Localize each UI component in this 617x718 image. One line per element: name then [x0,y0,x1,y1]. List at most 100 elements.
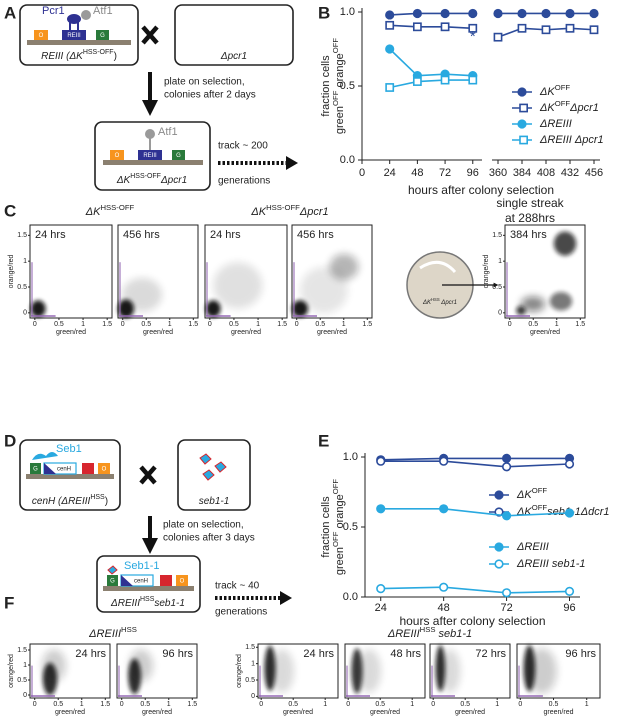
axis-smear [31,315,56,317]
strain-label: REIII (ΔKHSS-OFF) [41,49,117,61]
y-tick-label: 1.5 [492,232,502,239]
text-run: OFF [532,486,548,495]
text-run: REIII ( [41,51,71,62]
panel-label: A [4,3,16,22]
axis-smear [431,695,455,697]
protein-stem [69,22,79,30]
text-run: ) [105,496,108,507]
text-run: HSS-OFF [130,173,161,180]
text-run: OFF [331,38,340,54]
arrow-head [286,156,298,170]
x-tick-label: 1.5 [575,321,585,328]
x-axis-label: hours after colony selection [408,183,554,197]
x-tick-label: 0 [33,701,37,708]
axis-smear [259,695,283,697]
marker [439,504,449,514]
marker [564,508,575,518]
gene-mark [121,575,133,586]
y-axis-label: orange/red [236,654,243,688]
y-axis-label: orange/red [483,254,490,288]
track-text: generations [215,607,267,618]
y-axis-label: fraction cells [320,55,332,117]
legend-marker [494,490,504,500]
axis-smear [119,315,143,317]
x-tick-label: 0 [346,701,350,708]
text-run: HSS [121,625,137,634]
text-run: OFF [331,90,340,106]
y-axis-label: greenOFF orangeOFF [331,38,346,135]
marker [385,20,395,30]
text-run: ΔK [422,300,432,306]
legend-label: ΔKOFF [516,486,547,501]
x-axis-label: green/red [370,709,400,716]
text-run: seb1-1 [154,598,185,609]
annotation: 456 hrs [297,229,334,241]
x-tick-label: 0.5 [141,321,151,328]
gene [107,575,118,586]
panel-header: ΔKHSS-OFFΔpcr1 [250,203,328,218]
x-tick-label: 24 [375,602,387,614]
x-tick-label: 1 [80,701,84,708]
x-tick-label: 1.5 [362,321,372,328]
legend-marker [519,135,528,145]
marker [468,23,478,33]
axis-smear [206,262,208,317]
marker [517,23,527,33]
annotation: 48 hrs [390,648,421,660]
text-run: OFF [555,83,571,92]
x-tick-label: 1 [342,321,346,328]
x-tick-label: 0 [121,321,125,328]
x-tick-label: 0.5 [460,701,470,708]
x-tick-label: 72 [500,602,512,614]
text-run: ΔK [539,102,555,114]
axis-smear [293,315,317,317]
text-run: Δpcr1 [299,206,329,218]
y-axis-label: greenOFF orangeOFF [331,479,346,576]
annotation: 24 hrs [303,648,334,660]
axis-smear [346,665,348,697]
density-cloud [300,266,348,314]
density-cloud [30,300,46,318]
legend-label: ΔREIII Δpcr1 [539,134,604,146]
y-tick-label: 1.0 [343,451,358,463]
legend-marker [494,507,504,517]
gene-label: G [176,153,181,159]
gene-label: G [110,579,115,585]
x-tick-label: 384 [513,167,531,179]
cross-symbol [141,25,159,45]
y-tick-label: 0.0 [343,591,358,603]
strain-label: cenH (ΔREIIIHSS) [32,494,108,506]
gene-label: cenH [57,467,71,473]
x-tick-label: 456 [585,167,603,179]
x-tick-label: 0 [259,701,263,708]
strain-label: seb1-1 [199,496,230,507]
text-run: ΔREIII [387,628,420,640]
x-axis-label: green/red [55,709,85,716]
x-tick-label: 0 [120,701,124,708]
density-cloud [42,649,66,682]
step-text: colonies after 2 days [164,90,256,101]
axis-smear [431,665,433,697]
annotation: 72 hrs [475,648,506,660]
gene [160,575,172,586]
density-cloud [270,649,294,693]
protein-pcr1 [67,14,81,24]
protein-label: Pcr1 [42,5,65,17]
marker [493,8,503,19]
text-run: cenH ( [32,496,63,507]
marker [541,8,551,19]
text-run: ΔK [250,206,266,218]
marker [501,588,512,598]
legend-label: ΔKOFFΔpcr1 [539,99,599,114]
marker [440,75,450,85]
panel-label: F [4,593,14,612]
text-run: ΔREIII [516,541,549,553]
x-tick-label: 1.5 [277,321,287,328]
density-cloud [549,291,573,311]
x-axis-label: green/red [544,709,574,716]
annotation: 96 hrs [565,648,596,660]
protein-atf1 [81,10,91,20]
y-tick-label: 0.5 [17,284,27,291]
panel-label: D [4,431,16,450]
strain-label: ΔREIIIHSSseb1-1 [110,596,185,608]
